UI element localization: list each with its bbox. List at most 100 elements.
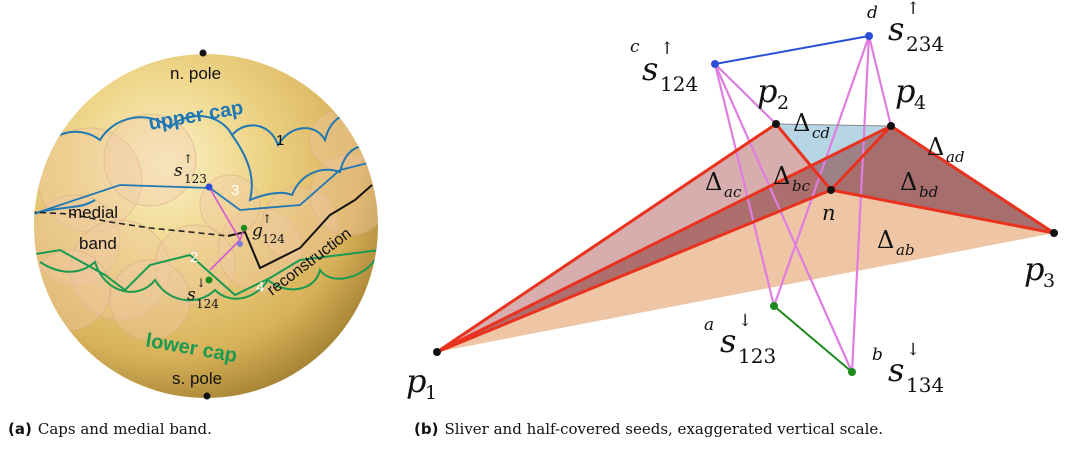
p4-label: p 4 xyxy=(895,72,926,114)
n-label: n xyxy=(822,201,836,225)
mid-dot xyxy=(237,241,243,247)
svg-text:s: s xyxy=(642,50,658,88)
caption-a: (a) Caps and medial band. xyxy=(8,420,212,438)
caption-b-text: Sliver and half-covered seeds, exaggerat… xyxy=(444,420,884,438)
red-edges xyxy=(436,122,1055,354)
svg-text:134: 134 xyxy=(906,373,944,397)
svg-text:↑: ↑ xyxy=(262,212,272,226)
svg-text:123: 123 xyxy=(738,344,776,368)
svg-text:cd: cd xyxy=(812,124,830,142)
s124-dot xyxy=(205,276,213,284)
magenta-lines xyxy=(713,35,893,373)
sphere xyxy=(34,54,378,398)
svg-text:↑: ↑ xyxy=(660,39,674,59)
svg-text:ac: ac xyxy=(724,183,742,201)
svg-text:234: 234 xyxy=(906,32,944,56)
caption-a-text: Caps and medial band. xyxy=(37,420,212,438)
svg-text:Δ: Δ xyxy=(900,168,917,196)
region-4-label: 4 xyxy=(256,279,264,296)
p3-label: p 3 xyxy=(1024,250,1055,292)
blue-edge xyxy=(714,35,870,65)
delta-ac-label: Δ ac xyxy=(705,168,742,201)
g124-dot xyxy=(240,224,248,232)
p1-dot xyxy=(433,348,441,356)
band-label: band xyxy=(79,234,117,253)
p2-p4-edge xyxy=(775,123,892,127)
svg-text:124: 124 xyxy=(196,297,219,311)
svg-text:p: p xyxy=(757,72,777,110)
svg-text:↑: ↑ xyxy=(906,0,920,19)
svg-text:Δ: Δ xyxy=(927,133,944,161)
upper-cap-edges xyxy=(34,159,378,216)
svg-text:123: 123 xyxy=(184,172,207,186)
c-label: c xyxy=(630,37,640,57)
svg-text:p: p xyxy=(1024,250,1044,288)
svg-text:3: 3 xyxy=(1043,270,1055,292)
s124-label: s ↓ 124 xyxy=(187,276,219,311)
b-label: b xyxy=(872,345,883,365)
p1-label: p 1 xyxy=(406,362,437,404)
delta-ad-label: Δ ad xyxy=(927,133,965,166)
svg-text:s: s xyxy=(888,351,904,389)
p2-dot xyxy=(772,120,780,128)
n-dot xyxy=(827,186,835,194)
n-pole-dot xyxy=(199,49,207,57)
region-3-label: 3 xyxy=(231,182,239,199)
lower-cap-boundary xyxy=(34,248,378,302)
s134-down-label: s ↓ 134 xyxy=(888,340,944,397)
svg-text:Δ: Δ xyxy=(773,162,790,190)
panel-b: p 1 p 2 p 3 p 4 n c d a b s ↑ 1 2 xyxy=(406,0,1058,404)
svg-text:g: g xyxy=(252,221,263,241)
triangle-bd xyxy=(831,126,1054,233)
svg-text:124: 124 xyxy=(660,72,698,96)
delta-bc-label: Δ bc xyxy=(773,162,811,195)
svg-text:↓: ↓ xyxy=(738,311,752,331)
green-edge xyxy=(773,305,853,373)
s234-up-label: s ↑ 234 xyxy=(888,0,944,56)
c-dot xyxy=(711,60,719,68)
svg-text:Δ: Δ xyxy=(705,168,722,196)
svg-text:s: s xyxy=(174,161,183,181)
s-pole-dot xyxy=(203,392,211,400)
s123-dot xyxy=(205,183,213,191)
svg-text:↓: ↓ xyxy=(196,276,206,290)
svg-text:↑: ↑ xyxy=(183,152,193,166)
panel-a: n. pole s. pole upper cap lower cap medi… xyxy=(34,49,378,400)
svg-text:s: s xyxy=(187,285,196,305)
svg-text:↓: ↓ xyxy=(906,340,920,360)
svg-text:2: 2 xyxy=(777,92,789,114)
svg-text:Δ: Δ xyxy=(793,109,810,137)
delta-bd-label: Δ bd xyxy=(900,168,938,201)
d-dot xyxy=(865,32,873,40)
svg-text:ab: ab xyxy=(896,241,915,259)
triangle-ab xyxy=(437,190,1054,352)
d-label: d xyxy=(867,3,878,23)
p3-dot xyxy=(1050,229,1058,237)
svg-text:s: s xyxy=(720,322,736,360)
delta-cd-label: Δ cd xyxy=(793,109,830,142)
s123-down-label: s ↓ 123 xyxy=(720,311,776,368)
caption-b: (b) Sliver and half-covered seeds, exagge… xyxy=(414,420,883,438)
n-pole-label: n. pole xyxy=(170,64,221,83)
p4-dot xyxy=(887,122,895,130)
s123-label: s ↑ 123 xyxy=(174,152,207,186)
svg-text:Δ: Δ xyxy=(877,226,894,254)
triangle-ac xyxy=(437,124,831,352)
medial-dashed-line xyxy=(34,211,229,237)
caption-a-tag: (a) xyxy=(8,420,32,438)
g124-label: g ↑ 124 xyxy=(252,212,285,246)
svg-text:bc: bc xyxy=(792,177,811,195)
svg-text:1: 1 xyxy=(425,382,437,404)
svg-text:s: s xyxy=(888,10,904,48)
svg-text:p: p xyxy=(406,362,426,400)
delta-ab-label: Δ ab xyxy=(877,226,915,259)
svg-text:bd: bd xyxy=(919,183,938,201)
a-dot xyxy=(770,302,778,310)
region-2-label: 2 xyxy=(190,249,198,266)
a-label: a xyxy=(704,315,714,335)
s124-up-label: s ↑ 124 xyxy=(642,39,698,96)
b-dot xyxy=(848,368,856,376)
svg-text:ad: ad xyxy=(946,148,965,166)
caption-b-tag: (b) xyxy=(414,420,439,438)
